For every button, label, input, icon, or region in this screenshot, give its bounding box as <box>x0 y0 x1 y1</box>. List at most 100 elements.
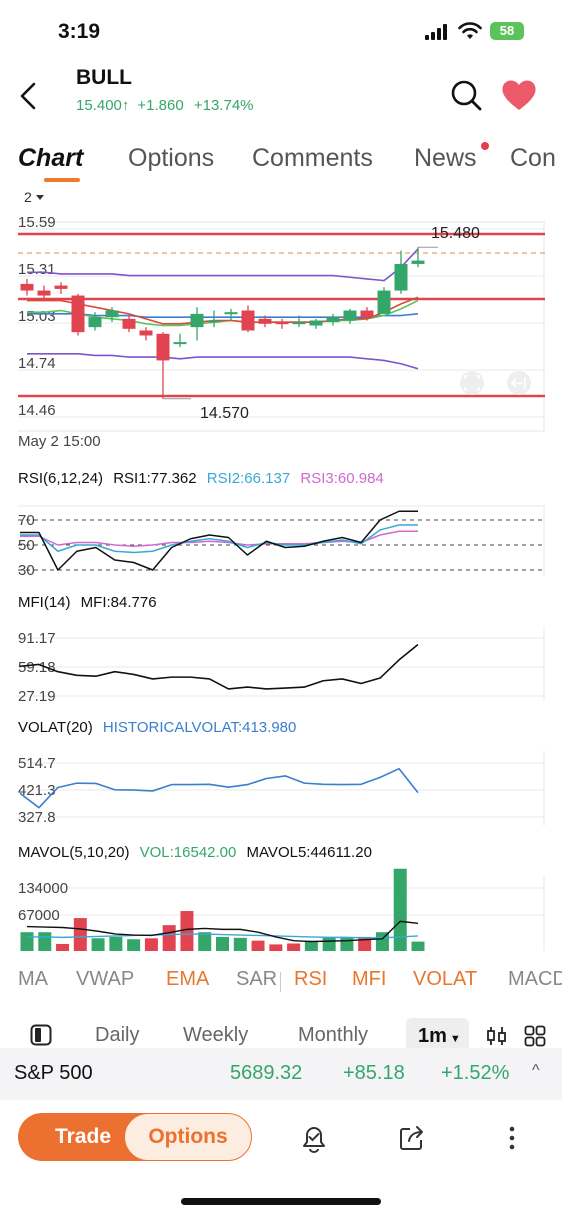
volat-value: HISTORICALVOLAT:413.980 <box>102 719 297 736</box>
period-selector: Daily Weekly Monthly 1m ▼ <box>0 1016 562 1056</box>
period-active-label: 1m <box>418 1025 447 1047</box>
candlestick-style-icon[interactable] <box>486 1026 508 1046</box>
price-alert-bell-icon[interactable] <box>298 1122 330 1154</box>
indicator-vwap[interactable]: VWAP <box>76 968 135 990</box>
indicator-macd[interactable]: MACD <box>508 968 562 990</box>
cellular-signal-icon <box>425 24 447 40</box>
candle-body <box>88 317 102 328</box>
fullscreen-icon-bg <box>460 371 484 395</box>
mavol-legend: MAVOL(5,10,20) VOL:16542.00 MAVOL5:44611… <box>18 844 378 861</box>
rsi-tick-label: 30 <box>18 562 35 579</box>
rsi3-value: RSI3:60.984 <box>300 470 384 487</box>
status-bar: 3:19 58 <box>0 0 562 60</box>
favorite-heart-icon[interactable] <box>500 78 538 112</box>
tab-community[interactable]: Con <box>510 144 556 172</box>
index-ticker-bar[interactable]: S&P 500 5689.32 +85.18 +1.52% ^ <box>0 1048 562 1100</box>
y-tick-label: 14.46 <box>18 402 56 419</box>
chart-area[interactable]: 15.59 15.31 15.03 14.74 14.46 2 15.480 14.570 Ma… <box>0 186 562 956</box>
high-price-label: 15.480 <box>431 225 480 242</box>
volume-bar <box>73 918 87 951</box>
candle-body <box>207 320 221 323</box>
options-button[interactable]: Options <box>124 1113 252 1161</box>
bottom-action-bar: Trade Options <box>0 1110 562 1170</box>
candle-body <box>71 295 85 333</box>
mfi-legend: MFI(14) MFI:84.776 <box>18 594 163 611</box>
tab-news[interactable]: News <box>414 144 477 172</box>
candle-body <box>377 290 391 314</box>
mfi-value: MFI:84.776 <box>80 594 157 611</box>
indicator-ema[interactable]: EMA <box>166 968 210 990</box>
volat-tick-label: 421.3 <box>18 782 56 799</box>
volat-legend: VOLAT(20) HISTORICALVOLAT:413.980 <box>18 719 302 736</box>
mfi-tick-label: 91.17 <box>18 630 56 647</box>
volume-bar <box>216 936 229 951</box>
mfi-chart: 91.17 59.18 27.19 <box>18 626 545 705</box>
chevron-up-icon[interactable]: ^ <box>532 1062 540 1079</box>
indicator-sar[interactable]: SAR <box>236 968 278 990</box>
index-change: +85.18 <box>343 1062 405 1084</box>
sidebar-toggle-icon[interactable] <box>30 1024 52 1046</box>
candle-body <box>394 263 408 291</box>
mfi-title: MFI(14) <box>18 594 71 611</box>
volatility-chart: 514.7 421.3 327.8 <box>18 751 545 826</box>
candle-body <box>411 260 425 264</box>
volume-bar <box>304 940 318 951</box>
indicator-selector: MA VWAP EMA SAR RSI MFI VOLAT MACD <box>0 968 562 998</box>
candle-body <box>105 310 119 318</box>
rsi-legend: RSI(6,12,24) RSI1:77.362 RSI2:66.137 RSI… <box>18 470 390 487</box>
period-daily[interactable]: Daily <box>95 1024 140 1046</box>
volume-chart: 134000 67000 <box>18 868 545 951</box>
volume-bar <box>251 940 265 951</box>
candle-body <box>292 322 306 325</box>
rsi3-line <box>20 530 418 547</box>
low-price-label: 14.570 <box>200 405 249 422</box>
index-name: S&P 500 <box>14 1062 93 1084</box>
volume-bar <box>127 939 141 951</box>
index-value: 5689.32 <box>230 1062 303 1084</box>
more-options-icon[interactable] <box>496 1122 528 1154</box>
ema-green-line <box>27 299 419 327</box>
volume-bar <box>198 932 212 951</box>
candle-body <box>326 317 340 323</box>
rsi2-value: RSI2:66.137 <box>206 470 291 487</box>
status-time: 3:19 <box>58 20 101 43</box>
period-weekly[interactable]: Weekly <box>183 1024 249 1046</box>
indicator-volat[interactable]: VOLAT <box>413 968 478 990</box>
volume-bar <box>287 943 301 951</box>
rsi-tick-label: 70 <box>18 512 35 529</box>
price-change-pct: +13.74% <box>193 97 254 114</box>
y-tick-label: 14.74 <box>18 355 56 372</box>
layout-grid-icon[interactable] <box>524 1025 546 1047</box>
indicator-divider <box>280 972 281 992</box>
back-arrow-icon[interactable] <box>14 78 44 114</box>
indicator-mfi[interactable]: MFI <box>352 968 387 990</box>
y-tick-label: 15.59 <box>18 214 56 231</box>
index-change-pct: +1.52% <box>441 1062 510 1084</box>
battery-icon: 58 <box>490 22 524 40</box>
volume-tick-label: 134000 <box>18 880 68 897</box>
candle-body <box>309 320 323 326</box>
volume-bar <box>375 932 389 951</box>
rsi2-line <box>20 524 418 554</box>
period-monthly[interactable]: Monthly <box>298 1024 369 1046</box>
stock-charts[interactable]: 15.59 15.31 15.03 14.74 14.46 2 15.480 14.570 Ma… <box>0 186 562 956</box>
tab-comments[interactable]: Comments <box>252 144 373 172</box>
tab-chart[interactable]: Chart <box>18 144 84 172</box>
candle-body <box>54 285 68 289</box>
search-icon[interactable] <box>449 78 483 112</box>
indicator-ma[interactable]: MA <box>18 968 48 990</box>
candle-body <box>122 318 136 329</box>
tab-bar: Chart Options Comments News Con <box>0 140 562 184</box>
candle-body <box>343 310 357 321</box>
indicator-rsi[interactable]: RSI <box>294 968 328 990</box>
mfi-tick-label: 59.18 <box>18 659 56 676</box>
share-icon[interactable] <box>396 1122 428 1154</box>
x-axis-time-label: May 2 15:00 <box>18 433 101 450</box>
active-tab-indicator <box>44 178 80 182</box>
mfi-tick-label: 27.19 <box>18 688 56 705</box>
tab-options[interactable]: Options <box>128 144 215 172</box>
price-change: +1.860 <box>137 97 184 114</box>
volume-bar <box>233 937 247 951</box>
reset-position-icon <box>507 371 531 395</box>
historical-volatility-line <box>19 767 419 809</box>
